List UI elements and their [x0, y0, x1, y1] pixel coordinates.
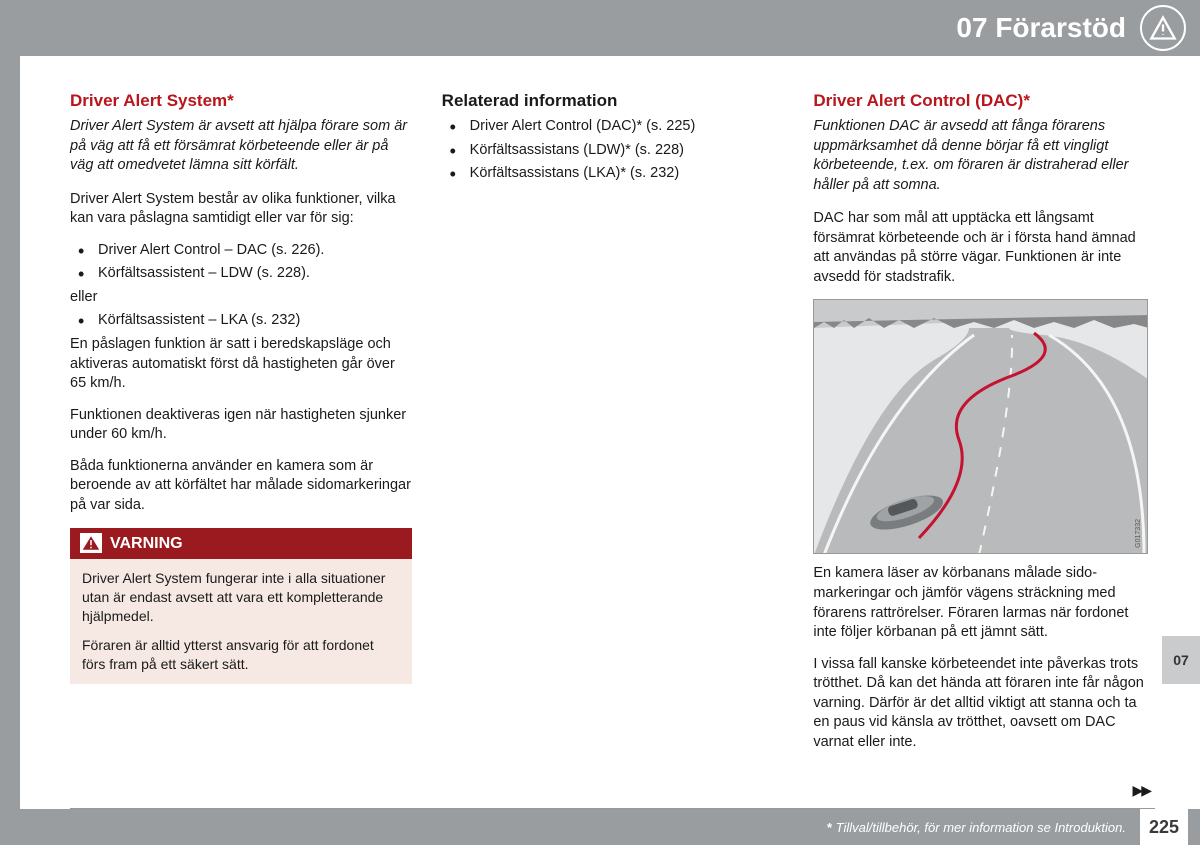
footer-note: * Tillval/tillbehör, för mer information… [827, 820, 1126, 835]
footer-bar: * Tillval/tillbehör, för mer information… [20, 809, 1200, 845]
intro-text: Driver Alert System är avsett att hjälpa… [70, 117, 412, 176]
chapter-title: 07 Förarstöd [956, 12, 1126, 44]
column-3: Driver Alert Control (DAC)* Funktionen D… [813, 90, 1155, 765]
paragraph: Funktionen deaktiveras igen när hastighe… [70, 406, 412, 445]
paragraph: En kamera läser av körbanans målade sido… [813, 564, 1155, 642]
chapter-header: 07 Förarstöd [20, 0, 1200, 56]
warning-body: Driver Alert System fungerar inte i alla… [70, 559, 412, 683]
section-title: Relaterad information [442, 90, 784, 113]
warning-text: Driver Alert System fungerar inte i alla… [82, 569, 400, 626]
list-item: Körfältsassistent – LDW (s. 228). [76, 264, 412, 284]
section-title: Driver Alert Control (DAC)* [813, 90, 1155, 113]
eller-text: eller [70, 288, 412, 308]
warning-header: VARNING [70, 528, 412, 560]
road-illustration: G017332 [813, 299, 1148, 554]
warning-title: VARNING [110, 533, 183, 555]
column-1: Driver Alert System* Driver Alert System… [70, 90, 412, 765]
intro-text: Funktionen DAC är avsedd att fånga förar… [813, 117, 1155, 195]
left-margin-strip [0, 0, 20, 845]
page-number: 225 [1140, 809, 1188, 845]
list-item: Driver Alert Control – DAC (s. 226). [76, 241, 412, 261]
continue-icon: ▶▶ [1132, 782, 1150, 799]
warning-triangle-icon [80, 533, 102, 553]
section-title: Driver Alert System* [70, 90, 412, 113]
paragraph: Driver Alert System består av olika funk… [70, 190, 412, 229]
paragraph: I vissa fall kanske körbeteendet inte på… [813, 655, 1155, 753]
list-item: Körfältsassistans (LDW)* (s. 228) [448, 141, 784, 161]
paragraph: DAC har som mål att upptäcka ett långsam… [813, 209, 1155, 287]
chapter-side-tab: 07 [1162, 636, 1200, 684]
image-id: G017332 [1134, 519, 1143, 548]
list-item: Körfältsassistans (LKA)* (s. 232) [448, 164, 784, 184]
warning-text: Föraren är alltid ytterst ansvarig för a… [82, 636, 400, 674]
warning-box: VARNING Driver Alert System fungerar int… [70, 528, 412, 684]
warning-circle-icon [1140, 5, 1186, 51]
paragraph: Båda funktionerna använder en kamera som… [70, 457, 412, 516]
footer-note-text: Tillval/tillbehör, för mer information s… [836, 820, 1126, 835]
column-2: Relaterad information Driver Alert Contr… [442, 90, 784, 765]
bullet-list: Körfältsassistent – LKA (s. 232) [70, 311, 412, 331]
list-item: Körfältsassistent – LKA (s. 232) [76, 311, 412, 331]
list-item: Driver Alert Control (DAC)* (s. 225) [448, 117, 784, 137]
bullet-list: Driver Alert Control (DAC)* (s. 225) Kör… [442, 117, 784, 184]
bullet-list: Driver Alert Control – DAC (s. 226). Kör… [70, 241, 412, 284]
paragraph: En påslagen funktion är satt i beredskap… [70, 335, 412, 394]
page-content: Driver Alert System* Driver Alert System… [70, 90, 1155, 765]
